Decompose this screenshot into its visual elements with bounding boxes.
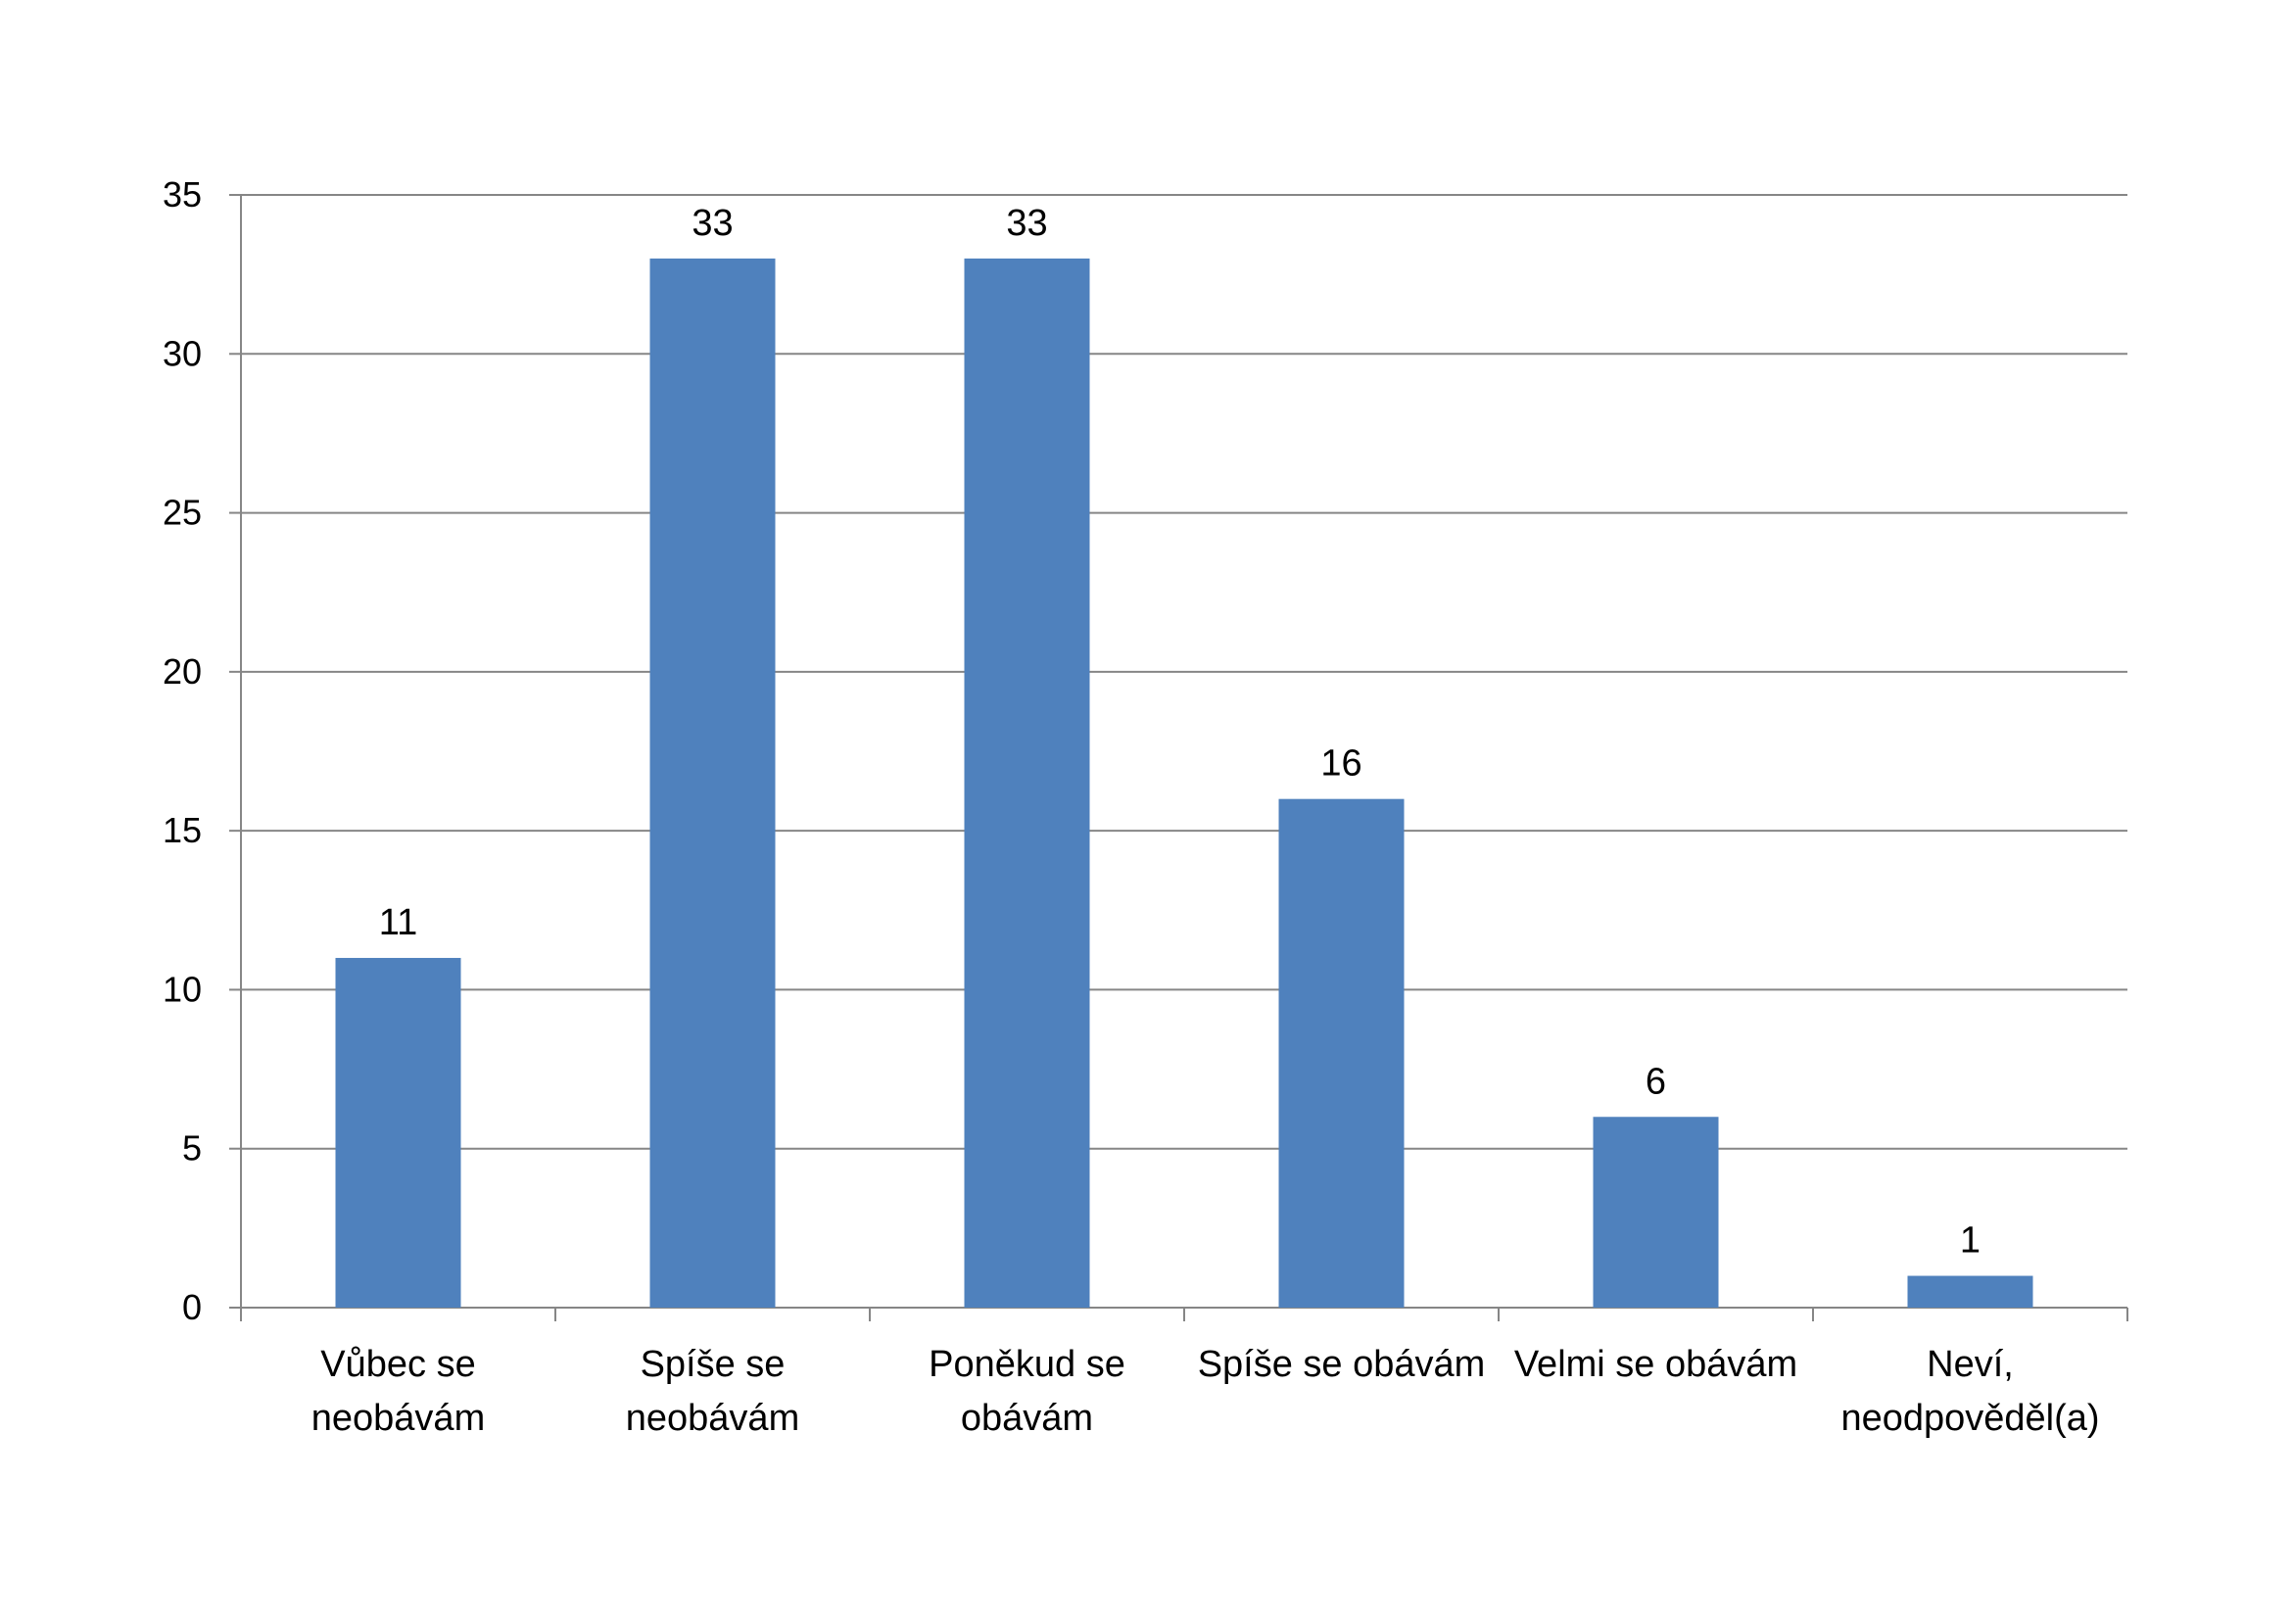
gridlines <box>241 194 2127 1150</box>
y-tick-label: 25 <box>163 493 202 533</box>
y-tick-label: 15 <box>163 810 202 850</box>
x-category-label: Spíše se obávám <box>1198 1344 1486 1385</box>
y-tick-label: 0 <box>182 1287 202 1327</box>
data-label: 16 <box>1320 743 1361 785</box>
data-label: 6 <box>1646 1061 1666 1102</box>
y-tick-label: 10 <box>163 969 202 1009</box>
y-tick-label: 30 <box>163 333 202 373</box>
x-category-label: neobávám <box>311 1398 485 1439</box>
x-category-label: obávám <box>961 1398 1093 1439</box>
data-label: 33 <box>1006 203 1047 244</box>
y-tick-label: 5 <box>182 1128 202 1169</box>
bar <box>335 957 461 1308</box>
x-category-label: Poněkud se <box>929 1344 1125 1385</box>
bar <box>1907 1275 2033 1308</box>
y-tick-label: 35 <box>163 174 202 215</box>
bar <box>649 258 776 1308</box>
axes <box>229 194 2128 1321</box>
labels: 0 5 10 15 20 25 30 35 11 Vůbec se neobávám 33 Spíše … <box>163 174 2100 1439</box>
x-category-label: Spíše se <box>641 1344 786 1385</box>
data-label: 33 <box>692 203 733 244</box>
x-category-label: Neví, <box>1927 1344 2014 1385</box>
x-category-label: Vůbec se <box>320 1344 475 1385</box>
bar <box>1593 1117 1719 1308</box>
data-label: 1 <box>1960 1220 1981 1262</box>
bar <box>1278 798 1405 1308</box>
bar <box>964 258 1090 1308</box>
x-category-label: neobávám <box>626 1398 799 1439</box>
bars <box>335 258 2033 1308</box>
x-category-label: Velmi se obávám <box>1514 1344 1797 1385</box>
y-tick-label: 20 <box>163 651 202 692</box>
x-category-label: neodpověděl(a) <box>1840 1398 2099 1439</box>
data-label: 11 <box>379 902 417 943</box>
